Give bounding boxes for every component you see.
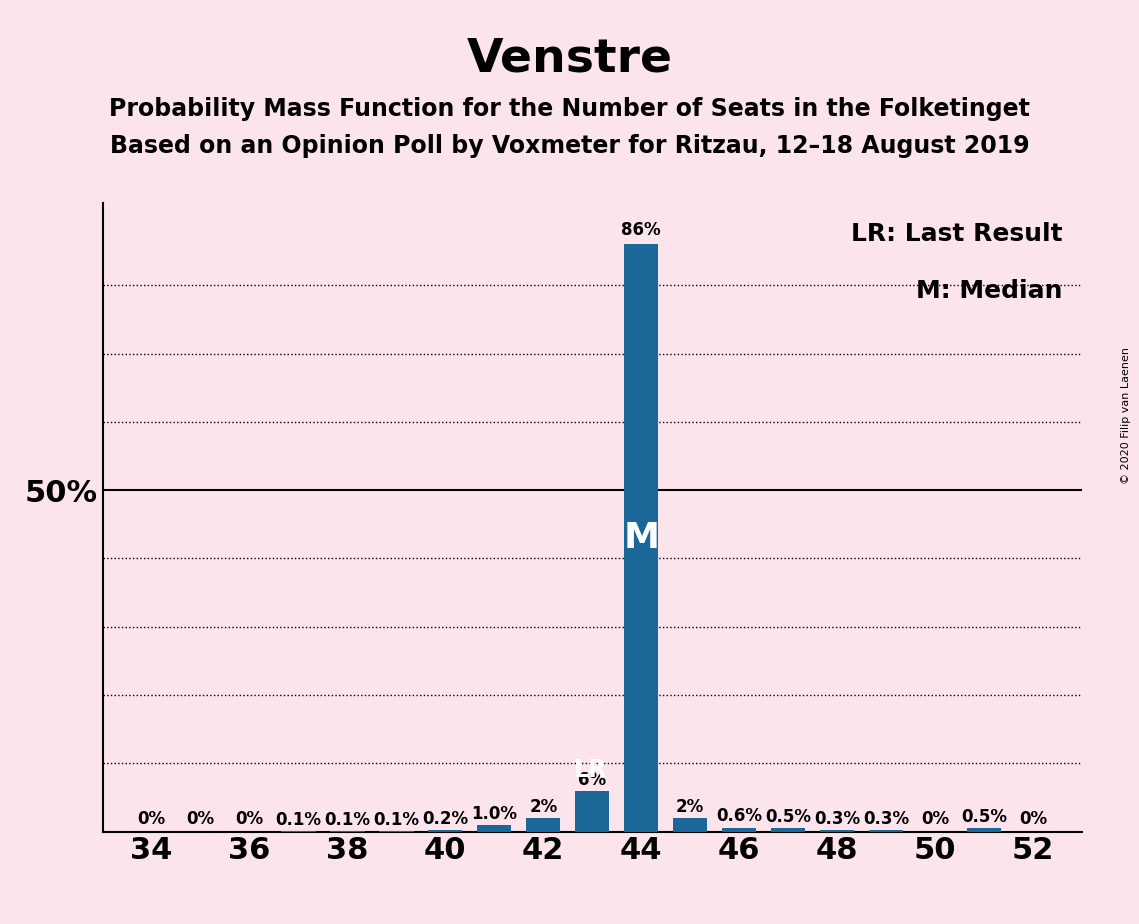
Text: 6%: 6% <box>579 771 606 788</box>
Bar <box>624 244 658 832</box>
Bar <box>869 830 903 832</box>
Text: 0.5%: 0.5% <box>765 808 811 826</box>
Text: M: M <box>623 521 659 555</box>
Text: Probability Mass Function for the Number of Seats in the Folketinget: Probability Mass Function for the Number… <box>109 97 1030 121</box>
Text: 0%: 0% <box>236 810 263 828</box>
Text: 0%: 0% <box>921 810 949 828</box>
Text: 2%: 2% <box>677 798 704 816</box>
Text: M: Median: M: Median <box>916 279 1063 303</box>
Bar <box>575 791 609 832</box>
Text: 2%: 2% <box>530 798 557 816</box>
Text: 86%: 86% <box>622 221 661 238</box>
Text: 0%: 0% <box>187 810 214 828</box>
Text: Venstre: Venstre <box>467 37 672 82</box>
Text: 0.2%: 0.2% <box>423 810 468 828</box>
Text: 0.1%: 0.1% <box>276 811 321 829</box>
Text: © 2020 Filip van Laenen: © 2020 Filip van Laenen <box>1121 347 1131 484</box>
Bar <box>967 828 1001 832</box>
Text: LR: LR <box>574 759 607 783</box>
Bar <box>771 828 805 832</box>
Text: 0.6%: 0.6% <box>716 808 762 825</box>
Bar <box>673 818 707 832</box>
Text: Based on an Opinion Poll by Voxmeter for Ritzau, 12–18 August 2019: Based on an Opinion Poll by Voxmeter for… <box>109 134 1030 158</box>
Bar <box>526 818 560 832</box>
Text: 0.1%: 0.1% <box>325 811 370 829</box>
Text: 1.0%: 1.0% <box>472 805 517 822</box>
Text: 0.1%: 0.1% <box>374 811 419 829</box>
Text: 0.5%: 0.5% <box>961 808 1007 826</box>
Text: 0.3%: 0.3% <box>814 809 860 828</box>
Bar <box>477 825 511 832</box>
Text: 0%: 0% <box>138 810 165 828</box>
Bar <box>820 830 854 832</box>
Bar <box>722 828 756 832</box>
Text: 0.3%: 0.3% <box>863 809 909 828</box>
Text: LR: Last Result: LR: Last Result <box>851 222 1063 246</box>
Text: 0%: 0% <box>1019 810 1047 828</box>
Bar <box>428 831 462 832</box>
